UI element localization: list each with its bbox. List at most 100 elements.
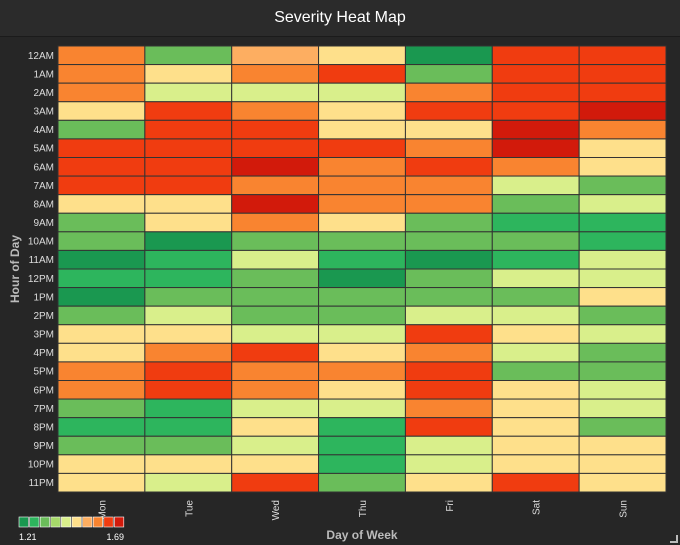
heatmap-cell xyxy=(57,305,146,326)
heatmap-cell xyxy=(404,157,493,177)
heatmap-cell xyxy=(491,435,580,456)
heatmap-cell xyxy=(57,157,146,177)
heatmap-cell xyxy=(404,212,493,233)
heatmap-cell xyxy=(491,157,580,177)
legend-swatch xyxy=(39,516,50,528)
heatmap-cell xyxy=(578,361,667,382)
heatmap-cell xyxy=(578,175,667,196)
chart-header: Severity Heat Map xyxy=(0,0,680,37)
heatmap-cell xyxy=(144,287,233,307)
legend-swatch xyxy=(61,516,72,528)
heatmap-cell xyxy=(491,212,580,233)
heatmap-cell xyxy=(318,305,406,326)
heatmap-cell xyxy=(404,119,493,140)
heatmap-cell xyxy=(231,435,320,456)
heatmap-cell xyxy=(491,454,580,474)
y-tick-label: 10AM xyxy=(28,237,54,248)
heatmap-cell xyxy=(578,45,667,66)
heatmap-cell xyxy=(318,119,406,140)
y-tick-label: 3AM xyxy=(33,107,54,118)
heatmap-cell xyxy=(318,45,406,66)
heatmap-cell xyxy=(57,472,146,493)
heatmap-cell xyxy=(231,305,320,326)
heatmap-cell xyxy=(57,435,146,456)
y-tick-label: 8AM xyxy=(33,199,54,210)
heatmap-cell xyxy=(578,435,667,456)
heatmap-cell xyxy=(144,138,233,158)
heatmap-cell xyxy=(404,380,493,400)
legend-swatch xyxy=(82,516,93,528)
heatmap-cell xyxy=(57,398,146,419)
heatmap-cell xyxy=(144,342,233,363)
y-tick-label: 9AM xyxy=(33,218,54,229)
y-tick-label: 1PM xyxy=(33,292,54,303)
y-tick-label: 11PM xyxy=(29,478,54,489)
heatmap-cell xyxy=(404,417,493,437)
heatmap-cell xyxy=(231,472,320,493)
heatmap-cell xyxy=(231,101,320,121)
legend-swatch xyxy=(114,516,125,528)
heatmap-cell xyxy=(404,175,493,196)
heatmap-cell xyxy=(231,287,320,307)
heatmap-cell xyxy=(231,380,320,400)
y-tick-label: 4AM xyxy=(33,125,54,136)
heatmap-cell xyxy=(231,45,320,66)
heatmap-cell xyxy=(144,398,233,419)
heatmap-cell xyxy=(578,82,667,103)
heatmap-cell xyxy=(144,417,233,437)
heatmap-cell xyxy=(491,398,580,419)
heatmap-cell xyxy=(318,212,406,233)
legend-swatch xyxy=(50,516,61,528)
heatmap-cell xyxy=(144,324,233,344)
y-tick-label: 5AM xyxy=(33,144,54,155)
y-tick-label: 8PM xyxy=(33,422,54,433)
heatmap-cell xyxy=(404,454,493,474)
heatmap-cell xyxy=(578,138,667,158)
heatmap-cell xyxy=(491,342,580,363)
heatmap-cell xyxy=(57,138,146,158)
heatmap-cell xyxy=(57,119,146,140)
heatmap-cell xyxy=(57,380,146,400)
y-tick-label: 2AM xyxy=(33,88,54,99)
heatmap-cell xyxy=(318,194,406,214)
heatmap-cell xyxy=(57,342,146,363)
heatmap-cell xyxy=(404,435,493,456)
heatmap-cell xyxy=(404,324,493,344)
heatmap-cell xyxy=(578,342,667,363)
x-tick-label: Mon xyxy=(97,500,108,519)
heatmap-cell xyxy=(231,119,320,140)
legend-swatch xyxy=(71,516,82,528)
y-tick-label: 3PM xyxy=(33,330,54,341)
heatmap-cell xyxy=(578,119,667,140)
heatmap-cell xyxy=(144,212,233,233)
heatmap-cell xyxy=(231,175,320,196)
legend-swatch xyxy=(103,516,114,528)
heatmap-cell xyxy=(404,268,493,289)
heatmap-cell xyxy=(491,472,580,493)
heatmap-cell xyxy=(57,454,146,474)
heatmap-cell xyxy=(144,472,233,493)
heatmap-cell xyxy=(57,101,146,121)
heatmap-cell xyxy=(231,249,320,270)
heatmap-cell xyxy=(404,361,493,382)
heatmap-cell xyxy=(318,249,406,270)
heatmap-cell xyxy=(231,324,320,344)
heatmap-cell xyxy=(318,472,406,493)
heatmap-cell xyxy=(578,268,667,289)
heatmap-cell xyxy=(57,268,146,289)
heatmap-cell xyxy=(578,157,667,177)
resize-grip-icon[interactable] xyxy=(670,535,678,543)
heatmap-cell xyxy=(144,454,233,474)
heatmap-cell xyxy=(578,231,667,251)
heatmap-cell xyxy=(57,45,146,66)
heatmap-cell xyxy=(231,231,320,251)
heatmap-cell xyxy=(144,157,233,177)
y-tick-label: 12AM xyxy=(28,51,54,62)
x-tick-label: Sun xyxy=(619,500,630,518)
heatmap-cell xyxy=(57,194,146,214)
heatmap-cell xyxy=(578,194,667,214)
heatmap-cell xyxy=(318,157,406,177)
x-tick-label: Tue xyxy=(184,500,195,517)
legend-swatch xyxy=(29,516,40,528)
